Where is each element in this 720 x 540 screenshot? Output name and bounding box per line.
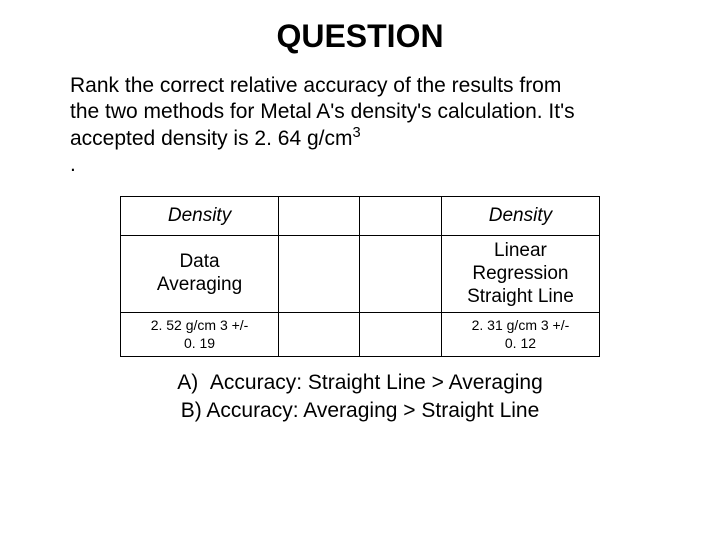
answer-b: B) Accuracy: Averaging > Straight Line (181, 399, 540, 422)
table-header-left: Density (121, 197, 279, 236)
answer-a: A) Accuracy: Straight Line > Averaging (177, 371, 543, 394)
prompt-line-3-pre: accepted density is 2. 64 g/cm (70, 127, 353, 150)
prompt-line-2: the two methods for Metal A's density's … (70, 100, 575, 123)
value-left-line1: 2. 52 g/cm 3 +/- (151, 317, 249, 333)
answer-options: A) Accuracy: Straight Line > Averaging B… (0, 369, 720, 424)
table-header-gap (279, 197, 360, 236)
method-right-line2: Regression (472, 263, 568, 284)
value-right-line2: 0. 12 (505, 335, 536, 351)
prompt-line-3-sup: 3 (353, 125, 361, 141)
table-header-gap (360, 197, 441, 236)
method-cell-left: Data Averaging (121, 236, 279, 313)
table-row: Data Averaging Linear Regression Straigh… (121, 236, 600, 313)
method-gap (360, 236, 441, 313)
prompt-line-4: . (70, 153, 76, 176)
value-cell-right: 2. 31 g/cm 3 +/- 0. 12 (441, 313, 599, 357)
slide: QUESTION Rank the correct relative accur… (0, 0, 720, 540)
method-right-line3: Straight Line (467, 286, 574, 307)
table-row: Density Density (121, 197, 600, 236)
method-gap (279, 236, 360, 313)
density-table: Density Density Data Averaging Linear Re… (120, 196, 600, 357)
value-gap (279, 313, 360, 357)
method-left-line1: Data (179, 251, 219, 272)
question-prompt: Rank the correct relative accuracy of th… (70, 73, 660, 178)
method-cell-right: Linear Regression Straight Line (441, 236, 599, 313)
value-cell-left: 2. 52 g/cm 3 +/- 0. 19 (121, 313, 279, 357)
method-right-line1: Linear (494, 240, 547, 261)
value-left-line2: 0. 19 (184, 335, 215, 351)
table-header-right: Density (441, 197, 599, 236)
table-row: 2. 52 g/cm 3 +/- 0. 19 2. 31 g/cm 3 +/- … (121, 313, 600, 357)
prompt-line-1: Rank the correct relative accuracy of th… (70, 74, 561, 97)
value-gap (360, 313, 441, 357)
value-right-line1: 2. 31 g/cm 3 +/- (472, 317, 570, 333)
slide-title: QUESTION (0, 0, 720, 55)
method-left-line2: Averaging (157, 274, 242, 295)
